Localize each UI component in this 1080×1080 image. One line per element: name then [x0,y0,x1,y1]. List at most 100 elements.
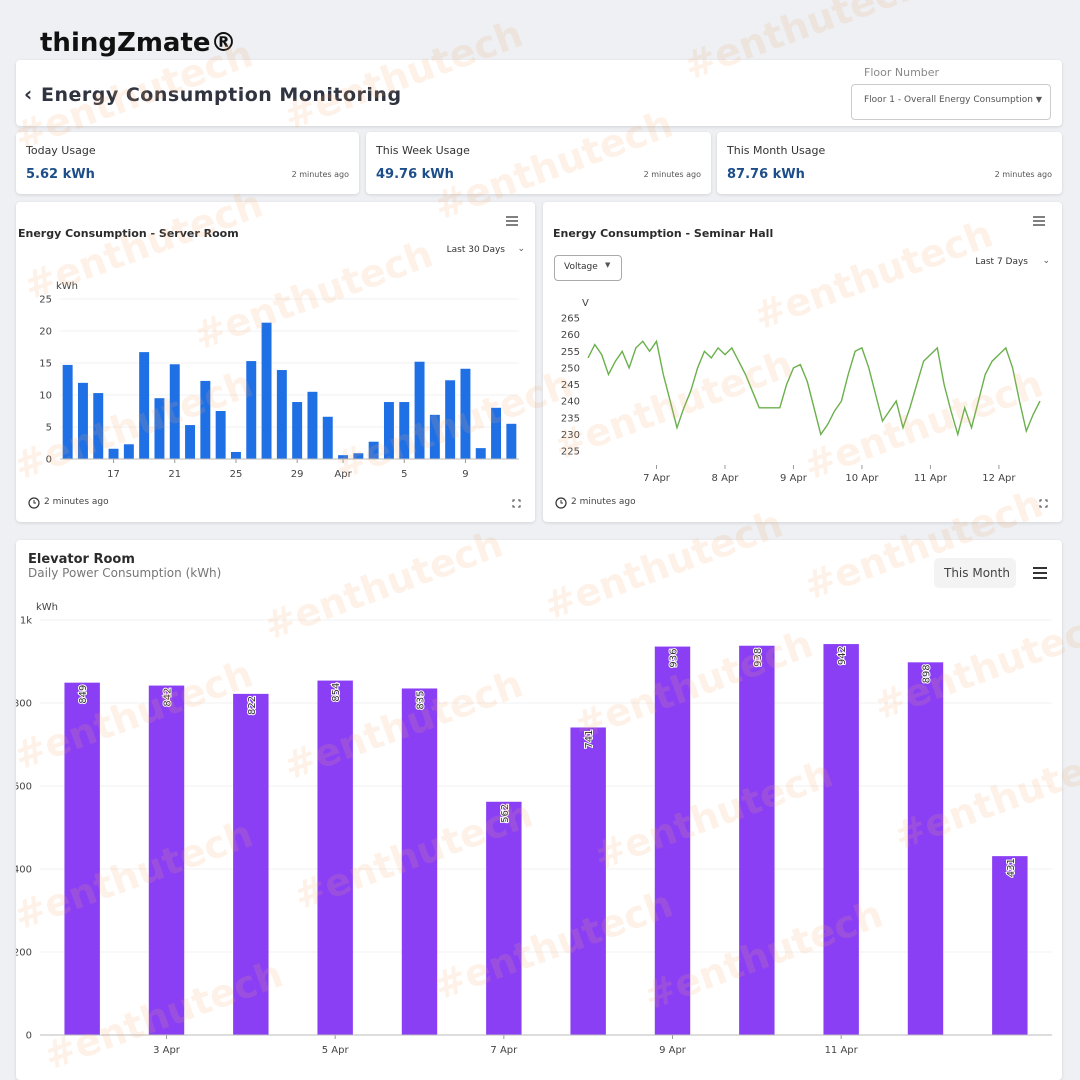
x-tick-label: 29 [291,469,304,480]
range-arrow: ⌄ [517,244,525,254]
data-label: 835 [416,690,427,709]
server-room-panel: Energy Consumption - Server Room Last 30 … [16,202,535,522]
x-tick-label: 11 Apr [825,1045,859,1056]
x-tick-label: 9 Apr [659,1045,687,1056]
y-tick-label: 265 [561,314,580,325]
card-value: 49.76 kWh [376,167,454,182]
bar [154,398,165,459]
bar [322,416,333,459]
x-tick-label: 3 Apr [153,1045,181,1056]
bar [233,693,269,1035]
data-label: 938 [753,648,764,667]
clock-icon [555,497,567,509]
y-tick-label: 240 [561,397,580,408]
bar [185,425,196,459]
series-button[interactable]: Voltage ▼ [554,255,622,281]
x-tick-label: 5 [401,469,407,480]
bar [570,727,606,1035]
chart-title: Energy Consumption - Seminar Hall [553,227,774,240]
x-tick-label: 25 [230,469,243,480]
bar [77,382,88,459]
updated-text: 2 minutes ago [571,497,636,507]
usage-card: Today Usage 5.62 kWh 2 minutes ago [16,132,359,194]
floor-value: Floor 1 - Overall Energy Consumption [864,95,1033,105]
x-tick-label: 17 [107,469,120,480]
bar [62,364,73,459]
y-tick-label: 260 [561,330,580,341]
y-tick-label: 600 [16,782,32,793]
range-select[interactable]: Last 7 Days [975,257,1028,267]
bar [414,361,425,459]
bar [276,370,287,459]
clock-icon [28,497,40,509]
expand-icon[interactable] [1039,499,1048,508]
data-label: 562 [500,804,511,823]
y-tick-label: 200 [16,948,32,959]
usage-card: This Week Usage 49.76 kWh 2 minutes ago [366,132,711,194]
elevator-room-panel: Elevator Room Daily Power Consumption (kW… [16,540,1062,1080]
bar [200,380,211,459]
y-axis-label: kWh [36,602,58,613]
bar [246,361,257,459]
range-button[interactable]: This Month [934,558,1016,588]
bar [108,448,119,459]
bar [215,411,226,459]
data-label: 898 [922,664,933,683]
bar [654,646,691,1035]
y-tick-label: 245 [561,380,580,391]
bar [230,451,241,459]
x-tick-label: 11 Apr [914,473,948,484]
series-button-label: Voltage [564,262,598,272]
expand-icon[interactable] [512,499,521,508]
chart-title: Energy Consumption - Server Room [18,227,239,240]
bar [338,455,349,459]
bar [460,368,471,459]
x-tick-label: Apr [334,469,352,480]
card-value: 5.62 kWh [26,167,95,182]
dropdown-arrow: ▼ [1035,95,1042,104]
data-label: 741 [584,729,595,748]
bar [353,453,364,459]
x-tick-label: 8 Apr [712,473,740,484]
bar [907,662,944,1035]
y-tick-label: 0 [46,455,52,466]
back-button[interactable]: ‹ [24,82,33,106]
bar [307,391,318,459]
line [587,339,1041,438]
y-tick-label: 0 [26,1031,32,1042]
x-tick-label: 9 [462,469,468,480]
chart-svg: 0 5 10 15 20 25 kWh 17 21 25 29 Apr 5 9 [28,216,521,509]
bar [506,423,517,459]
data-label: 942 [837,646,848,665]
x-tick-label: 12 Apr [982,473,1016,484]
card-label: Today Usage [26,144,96,157]
range-button-label: This Month [944,566,1010,580]
data-label: 936 [669,649,680,668]
usage-card: This Month Usage 87.76 kWh 2 minutes ago [717,132,1062,194]
x-tick-label: 10 Apr [845,473,879,484]
card-label: This Week Usage [376,144,470,157]
floor-label: Floor Number [864,66,940,79]
bar [317,680,353,1035]
y-tick-label: 400 [16,865,32,876]
card-updated: 2 minutes ago [291,170,349,179]
bar [292,402,303,459]
bar [475,448,486,459]
bar [445,380,456,459]
chart-svg: 0 200 400 600 800 1k kWh 849 3 Apr 842 822 5 Apr 854… [16,567,1052,1056]
y-axis-label: V [582,298,589,309]
y-tick-label: 230 [561,430,580,441]
bar [93,393,104,459]
x-tick-label: 7 Apr [643,473,671,484]
bar [486,801,522,1035]
bar [823,644,859,1035]
x-tick-label: 7 Apr [490,1045,518,1056]
floor-select[interactable]: Floor 1 - Overall Energy Consumption ▼ [851,84,1051,120]
page-title: Energy Consumption Monitoring [41,84,402,106]
bar [139,352,150,459]
data-label: 822 [247,696,258,715]
card-value: 87.76 kWh [727,167,805,182]
bar [368,441,379,459]
range-select[interactable]: Last 30 Days [446,245,505,255]
x-tick-label: 5 Apr [322,1045,350,1056]
